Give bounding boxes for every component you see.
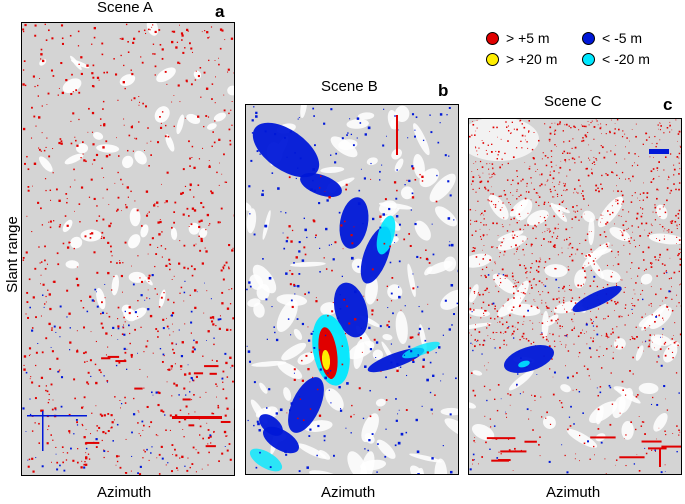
panel-a-letter: a: [215, 2, 225, 21]
blue-dot-icon: [582, 31, 595, 45]
scene-a-map: [21, 22, 235, 476]
scene-b-xlabel: Azimuth: [321, 484, 376, 501]
scene-a-xlabel: Azimuth: [97, 484, 152, 501]
slant-range-label: Slant range: [3, 216, 21, 293]
legend: > +5 m < -5 m > +20 m < -20 m: [486, 30, 676, 70]
red-dot-icon: [486, 31, 499, 45]
legend-label: > +20 m: [506, 51, 558, 67]
panel-c-letter: c: [663, 95, 673, 114]
panel-b-letter: b: [438, 81, 449, 100]
scene-b-map: [245, 104, 459, 475]
legend-item-minus5: < -5 m: [582, 30, 642, 46]
scene-c-map: [468, 118, 682, 475]
legend-item-minus20: < -20 m: [582, 51, 650, 67]
legend-item-plus20: > +20 m: [486, 51, 557, 67]
scene-c-title: Scene C: [544, 93, 602, 110]
scene-b-title: Scene B: [321, 78, 378, 95]
scene-a-title: Scene A: [97, 0, 153, 16]
legend-label: < -20 m: [602, 51, 650, 67]
yellow-dot-icon: [486, 52, 499, 66]
cyan-dot-icon: [582, 52, 595, 66]
legend-item-plus5: > +5 m: [486, 30, 550, 46]
scene-c-xlabel: Azimuth: [546, 484, 601, 501]
legend-label: > +5 m: [506, 30, 550, 46]
legend-label: < -5 m: [602, 30, 643, 46]
